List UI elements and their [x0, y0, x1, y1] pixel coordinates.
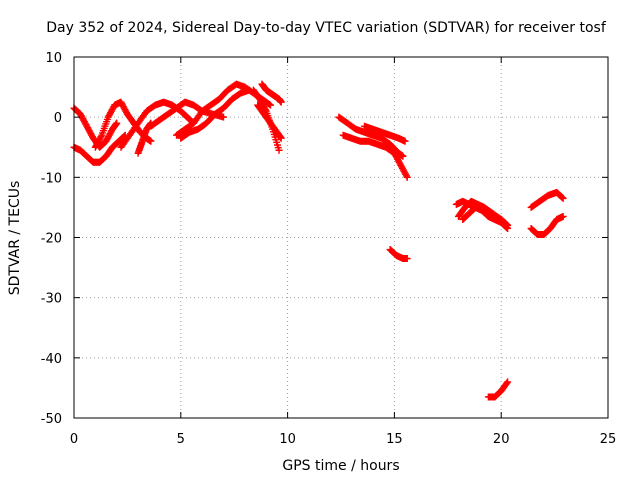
- data-point: [403, 255, 411, 263]
- y-tick-label: -10: [41, 171, 62, 186]
- y-tick-label: -50: [41, 412, 62, 427]
- series-arc-12: [335, 113, 407, 160]
- x-axis-label: GPS time / hours: [282, 458, 399, 474]
- series-arc-13: [339, 131, 411, 181]
- x-tick-label: 0: [70, 432, 78, 447]
- series-arc-9: [254, 101, 285, 142]
- x-tick-label: 10: [279, 432, 296, 447]
- data-point: [267, 101, 275, 109]
- data-point: [277, 134, 285, 142]
- y-tick-label: 10: [45, 51, 62, 66]
- x-tick-labels: 0 5 10 15 20 25: [70, 432, 616, 447]
- x-tick-label: 25: [600, 432, 617, 447]
- data-point: [403, 173, 411, 181]
- data-point: [220, 113, 228, 121]
- data-point: [147, 137, 155, 145]
- data-marker: [402, 172, 410, 180]
- series-arc-11: [134, 119, 155, 157]
- data-point: [559, 212, 567, 220]
- series-arc-18: [459, 203, 512, 232]
- data-marker: [265, 100, 273, 108]
- series-arc-21: [527, 212, 567, 238]
- y-tick-label: -30: [41, 292, 62, 307]
- data-marker: [558, 193, 566, 201]
- series-arc-10: [258, 80, 285, 106]
- data-point: [504, 378, 512, 386]
- data-marker: [503, 379, 511, 387]
- data-point: [275, 146, 283, 154]
- series-arc-15: [386, 246, 411, 263]
- axis-ticks: [73, 56, 609, 419]
- data-point: [113, 119, 121, 127]
- y-tick-labels: -50 -40 -30 -20 -10 0 10: [41, 51, 62, 427]
- series-arc-7: [177, 86, 253, 142]
- data-marker: [558, 194, 566, 202]
- x-tick-label: 20: [493, 432, 510, 447]
- x-tick-label: 5: [177, 432, 185, 447]
- data-point: [147, 119, 155, 127]
- y-tick-label: -40: [41, 352, 62, 367]
- y-tick-label: -20: [41, 232, 62, 247]
- data-point: [401, 137, 409, 145]
- y-axis-label: SDTVAR / TECUs: [7, 181, 23, 296]
- data-point: [559, 194, 567, 202]
- series-arc-20: [527, 188, 567, 211]
- x-tick-label: 15: [386, 432, 403, 447]
- data-marker: [503, 224, 511, 232]
- plot-area: [70, 80, 567, 401]
- data-point: [504, 224, 512, 232]
- series-arc-19: [484, 378, 512, 401]
- series-arc-14: [360, 122, 409, 145]
- chart-title: Day 352 of 2024, Sidereal Day-to-day VTE…: [46, 20, 607, 36]
- grid: [74, 57, 608, 418]
- data-point: [277, 98, 285, 106]
- data-point: [399, 152, 407, 160]
- y-tick-label: 0: [54, 111, 62, 126]
- data-marker: [502, 223, 510, 231]
- data-marker: [97, 133, 105, 141]
